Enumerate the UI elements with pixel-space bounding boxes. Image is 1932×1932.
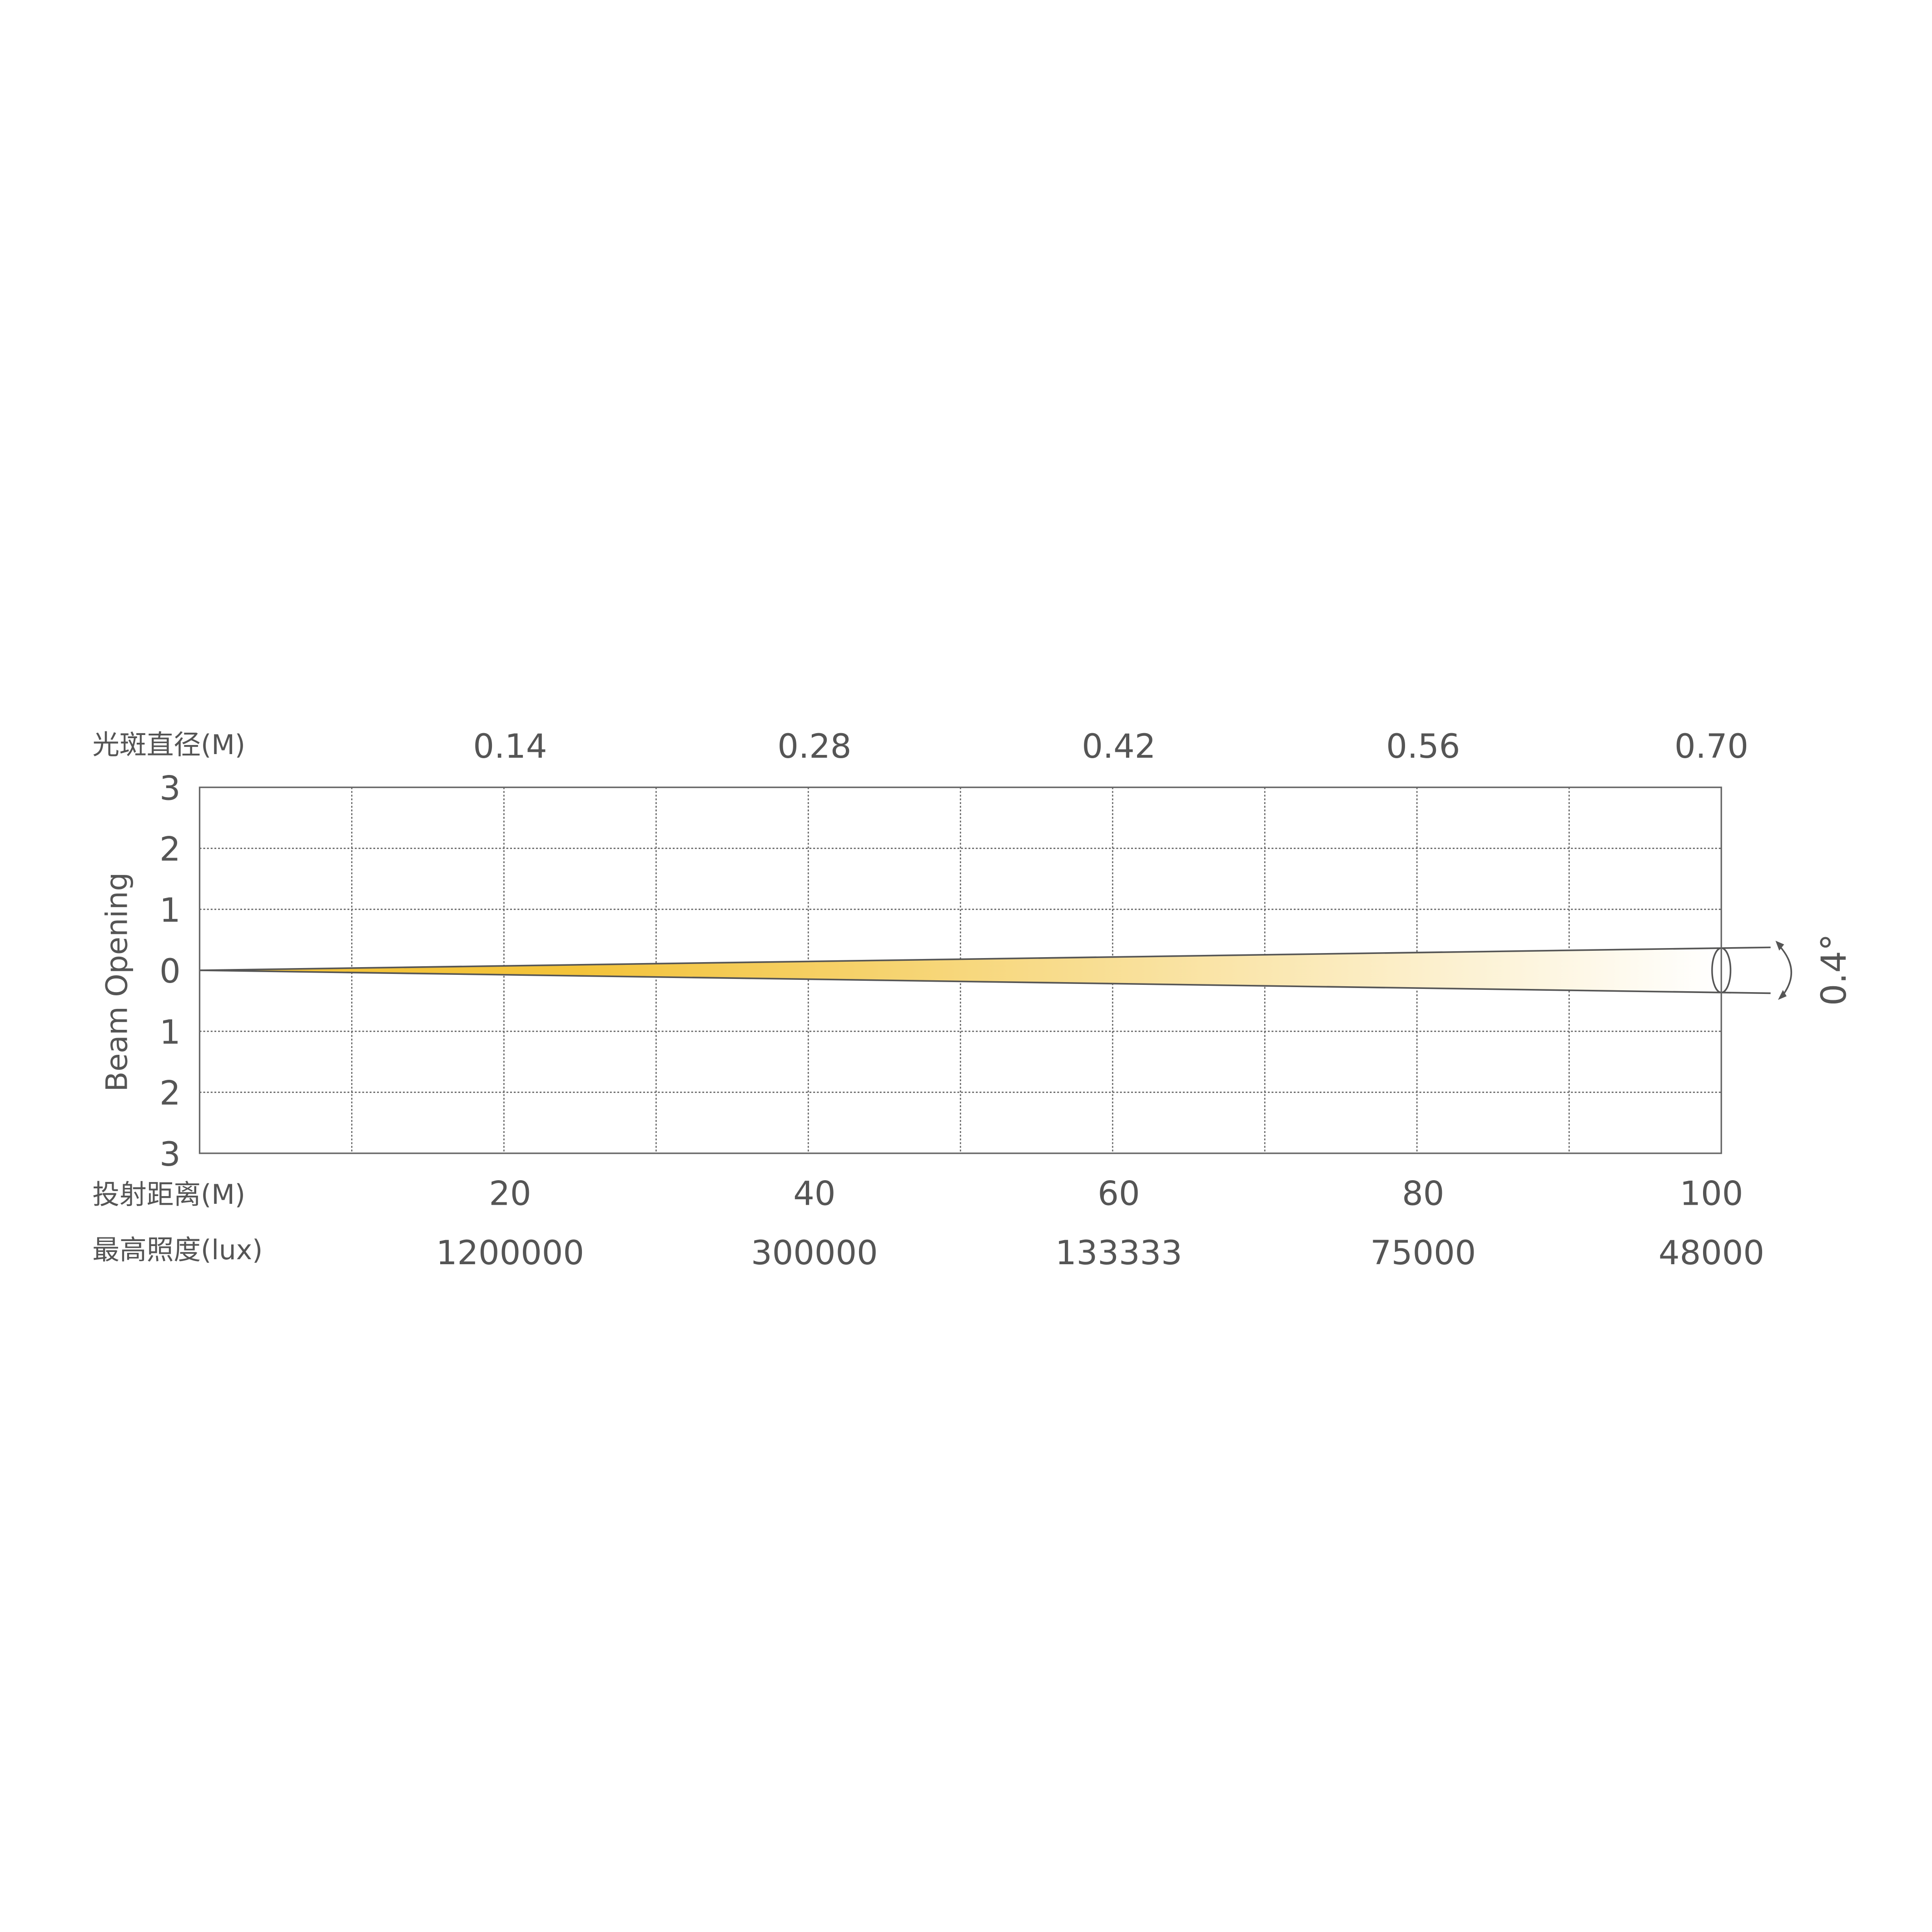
beam-edge-lower <box>199 969 1771 994</box>
spot-diameter-label: 0.28 <box>777 727 851 766</box>
y-tick-label: 3 <box>159 1135 181 1174</box>
top-axis-label: 光斑直径(M) <box>92 730 245 761</box>
illuminance-label: 75000 <box>1370 1234 1476 1272</box>
distance-tick-label: 20 <box>489 1175 531 1213</box>
illuminance-label: 48000 <box>1659 1234 1764 1272</box>
distance-tick-label: 60 <box>1098 1175 1140 1213</box>
distance-tick-label: 100 <box>1680 1175 1743 1213</box>
y-axis-label: Beam Opening <box>100 872 134 1092</box>
lux-label: 最高照度(lux) <box>92 1235 263 1266</box>
plot-frame <box>199 786 1722 1154</box>
arrow-down-icon <box>1778 990 1787 1000</box>
angle-arc <box>1778 945 1792 996</box>
distance-tick-label: 80 <box>1402 1175 1444 1213</box>
y-tick-label: 1 <box>159 891 181 930</box>
y-tick-label: 2 <box>159 830 181 869</box>
y-tick-label: 2 <box>159 1074 181 1113</box>
illuminance-label: 1200000 <box>436 1234 584 1272</box>
distance-tick-label: 40 <box>793 1175 835 1213</box>
bottom-axis-label: 投射距离(M) <box>92 1179 245 1211</box>
illuminance-label: 300000 <box>751 1234 878 1272</box>
spot-diameter-label: 0.14 <box>473 727 547 766</box>
y-tick-label: 0 <box>159 952 181 991</box>
y-tick-label: 1 <box>159 1013 181 1052</box>
beam-cone <box>199 948 1722 993</box>
illuminance-label: 133333 <box>1055 1234 1182 1272</box>
beam-edge-upper <box>199 946 1771 971</box>
spot-diameter-label: 0.70 <box>1674 727 1748 766</box>
beam-angle-label: 0.4° <box>1814 934 1854 1006</box>
y-tick-label: 3 <box>159 769 181 808</box>
arrow-up-icon <box>1775 940 1784 951</box>
spot-diameter-label: 0.56 <box>1386 727 1460 766</box>
labels: 0.142012000000.28403000000.42601333330.5… <box>159 727 1764 1272</box>
spot-diameter-label: 0.42 <box>1082 727 1156 766</box>
